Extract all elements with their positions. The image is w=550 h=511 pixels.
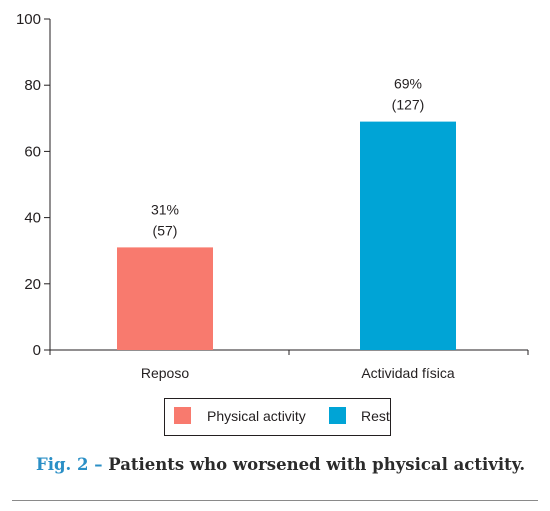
legend-swatch (174, 407, 191, 424)
x-category-label: Actividad física (361, 365, 455, 381)
y-tick-label: 100 (16, 11, 41, 28)
chart-bars (117, 121, 456, 350)
bar-actividad-fisica (360, 121, 456, 350)
bar-reposo (117, 247, 213, 350)
y-tick-label: 0 (33, 342, 41, 359)
legend-box (164, 398, 391, 436)
data-label-percent: 31% (151, 201, 179, 217)
y-tick-label: 60 (24, 143, 41, 160)
legend-label: Rest (361, 408, 390, 424)
figure-caption: Fig. 2 – Patients who worsened with phys… (36, 455, 525, 474)
caption-divider (12, 500, 538, 501)
y-axis-ticks: 0 20 40 60 80 100 (16, 11, 50, 359)
bar-chart: 0 20 40 60 80 100 31% (57) 69% (127) Reposo Activ… (16, 11, 529, 436)
data-label-count: (127) (392, 97, 425, 113)
x-category-label: Reposo (141, 365, 189, 381)
legend-label: Physical activity (207, 408, 306, 424)
legend-swatch (329, 407, 346, 424)
y-tick-label: 40 (24, 210, 41, 227)
chart-data-labels: 31% (57) 69% (127) (151, 76, 424, 239)
figure-number: Fig. 2 – (36, 455, 103, 474)
x-axis-labels: Reposo Actividad física (141, 365, 455, 381)
y-tick-label: 20 (24, 276, 41, 293)
y-tick-label: 80 (24, 77, 41, 94)
data-label-percent: 69% (394, 76, 422, 92)
figure-caption-text: Patients who worsened with physical acti… (108, 455, 526, 474)
chart-legend: Physical activity Rest (164, 398, 391, 436)
data-label-count: (57) (153, 222, 178, 238)
